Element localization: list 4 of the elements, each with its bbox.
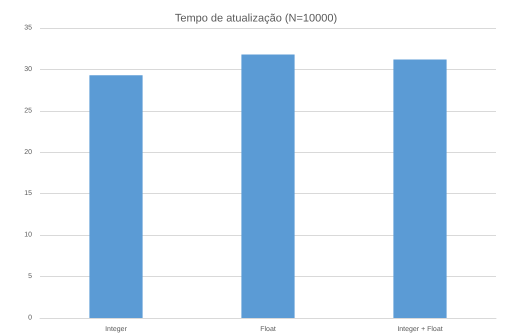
- bar: [393, 59, 447, 318]
- bar: [89, 75, 143, 318]
- bar: [241, 54, 295, 318]
- chart-title: Tempo de atualização (N=10000): [174, 12, 338, 24]
